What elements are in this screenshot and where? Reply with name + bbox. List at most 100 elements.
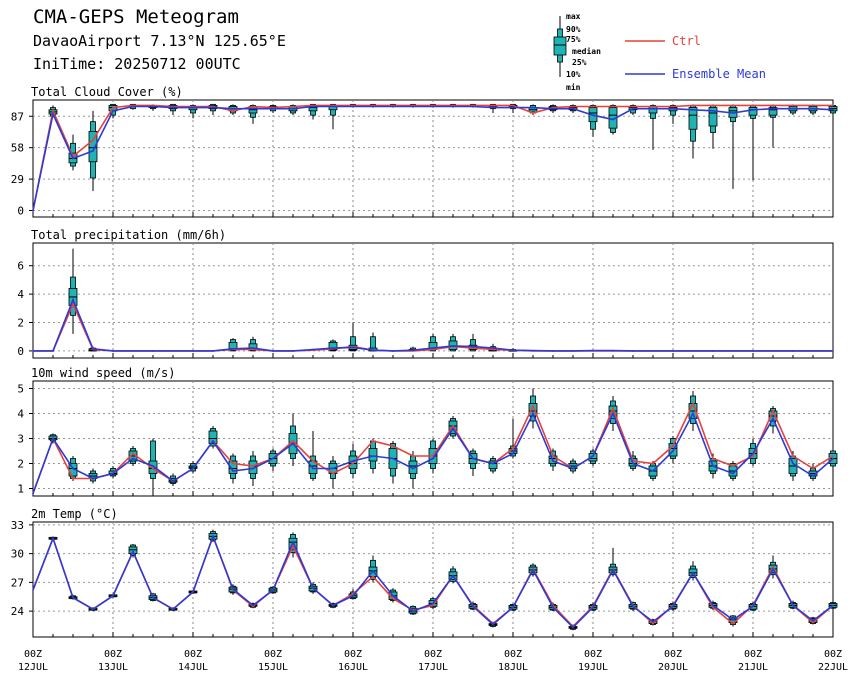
box-outer (350, 336, 356, 352)
x-day-label: 16JUL (338, 662, 368, 673)
ctrl-point (772, 104, 774, 107)
legend-box-label: min (566, 82, 581, 92)
ctrl-point (512, 104, 514, 107)
ctrl-point (72, 303, 74, 305)
ensemble-mean-point (52, 113, 54, 115)
ensemble-mean-point (812, 107, 814, 110)
ensemble-mean-point (72, 157, 74, 160)
ctrl-point (432, 455, 434, 457)
x-hour-label: 00Z (824, 649, 842, 660)
ensemble-mean-point (752, 350, 754, 352)
ctrl-point (432, 348, 434, 351)
panel-frame-3 (32, 521, 834, 638)
x-hour-label: 00Z (424, 649, 442, 660)
ensemble-mean-point (112, 110, 114, 112)
ensemble-mean-point (552, 460, 554, 462)
ensemble-mean-point (212, 440, 214, 442)
ensemble-mean-point (612, 569, 614, 571)
x-day-label: 13JUL (98, 662, 128, 673)
box-inner (368, 448, 378, 462)
ensemble-mean-point (272, 350, 274, 352)
ctrl-point (132, 452, 134, 455)
ensemble-mean-point (752, 108, 754, 111)
ensemble-mean-point (432, 347, 434, 349)
ctrl-point (632, 105, 634, 108)
ensemble-mean-point (632, 107, 634, 110)
ensemble-mean-point (352, 346, 354, 349)
ensemble-mean-point (72, 298, 74, 301)
ensemble-mean-point (412, 105, 414, 108)
ctrl-point (492, 348, 494, 351)
ensemble-mean-point (612, 349, 614, 352)
ensemble-mean-point (512, 452, 514, 455)
ctrl-point (52, 110, 54, 112)
location-label: DavaoAirport 7.13°N 125.65°E (33, 32, 286, 50)
y-tick-label: 6 (17, 260, 24, 273)
ensemble-mean-point (752, 452, 754, 455)
ensemble-mean-point (652, 350, 654, 352)
ensemble-mean-point (592, 455, 594, 457)
ensemble-mean-point (492, 347, 494, 349)
ctrl-point (772, 410, 774, 412)
ensemble-mean-point (352, 105, 354, 108)
ctrl-point (792, 104, 794, 107)
ensemble-mean-point (152, 465, 154, 467)
box-inner (768, 107, 778, 116)
ensemble-mean-point (52, 350, 54, 352)
ensemble-mean-point (592, 349, 594, 352)
ensemble-mean-point (592, 606, 594, 609)
ensemble-mean-point (92, 347, 94, 350)
ensemble-mean-point (252, 107, 254, 110)
ensemble-mean-point (552, 606, 554, 609)
ensemble-mean-point (92, 150, 94, 152)
ensemble-mean-point (552, 350, 554, 352)
ensemble-mean-point (152, 350, 154, 352)
ctrl-point (692, 104, 694, 107)
ctrl-point (432, 604, 434, 607)
ctrl-point (372, 440, 374, 442)
panel-title-1: Total precipitation (mm/6h) (31, 228, 226, 242)
ctrl-point (752, 455, 754, 457)
ensemble-mean-point (292, 107, 294, 110)
x-day-label: 18JUL (498, 662, 528, 673)
ctrl-point (292, 105, 294, 108)
ensemble-mean-point (52, 437, 54, 440)
ensemble-mean-point (532, 106, 534, 109)
ctrl-point (832, 104, 834, 107)
y-tick-label: 5 (17, 383, 24, 396)
y-tick-label: 29 (11, 173, 24, 186)
ensemble-mean-point (252, 347, 254, 349)
ensemble-mean-point (712, 110, 714, 112)
ensemble-mean-point (492, 106, 494, 109)
ensemble-mean-point (832, 457, 834, 460)
box-inner (328, 341, 338, 351)
y-tick-label: 27 (11, 576, 24, 589)
y-tick-label: 3 (17, 433, 24, 446)
ensemble-mean-point (512, 606, 514, 609)
ensemble-mean-point (452, 345, 454, 347)
legend-box-label: 75% (566, 35, 581, 44)
ensemble-mean-point (272, 107, 274, 110)
ensemble-mean-point (672, 450, 674, 452)
ensemble-mean-point (832, 108, 834, 111)
ctrl-point (812, 104, 814, 107)
ensemble-mean-point (832, 604, 834, 607)
legend-ctrl-label: Ctrl (672, 34, 701, 48)
ensemble-mean-point (272, 457, 274, 460)
ctrl-point (452, 425, 454, 427)
ensemble-mean-point (352, 460, 354, 462)
ctrl-point (832, 455, 834, 457)
ensemble-mean-point (212, 535, 214, 538)
panel-title-0: Total Cloud Cover (%) (31, 85, 183, 99)
ctrl-point (352, 462, 354, 465)
ctrl-point (512, 447, 514, 450)
ensemble-mean-point (332, 604, 334, 607)
box-inner (748, 107, 758, 116)
ensemble-mean-point (192, 467, 194, 470)
box-outer (150, 440, 156, 479)
ensemble-mean-point (312, 348, 314, 351)
ensemble-mean-point (432, 602, 434, 605)
ensemble-mean-point (792, 107, 794, 110)
y-tick-label: 30 (11, 548, 24, 561)
ensemble-mean-point (772, 417, 774, 420)
